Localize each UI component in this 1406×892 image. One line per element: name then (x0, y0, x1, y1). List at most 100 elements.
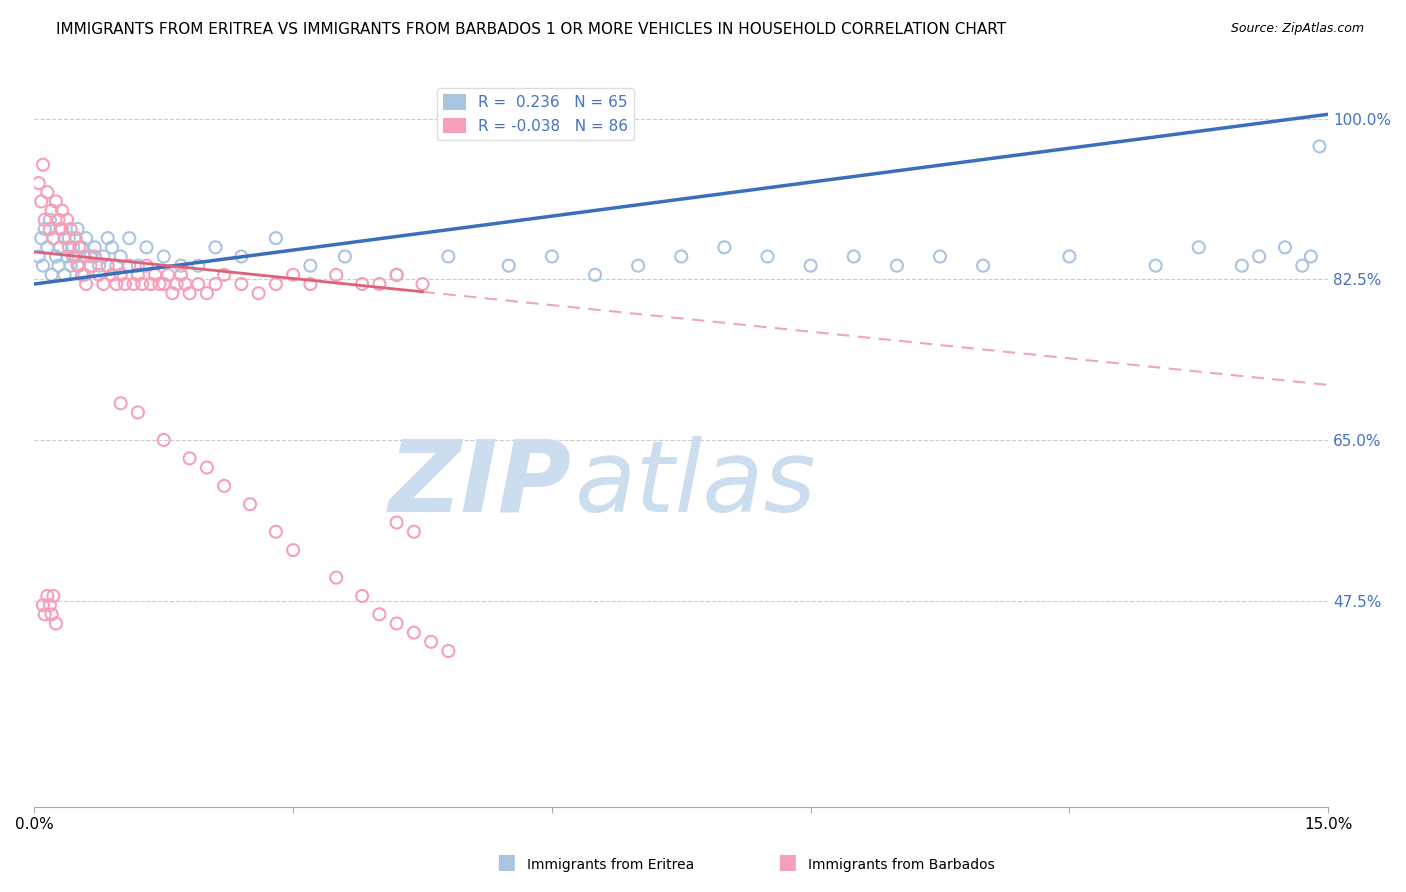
Point (135, 240, 157, 254)
Point (58, 240, 80, 254)
Point (32, 598, 55, 612)
Point (41, 607, 63, 622)
Point (56, 250, 79, 264)
Point (231, 277, 253, 291)
Point (53, 231, 76, 245)
Text: ZIP: ZIP (388, 435, 571, 533)
Point (174, 277, 197, 291)
Point (247, 286, 270, 301)
Point (110, 250, 132, 264)
Point (385, 268, 408, 282)
Point (195, 286, 218, 301)
Point (583, 268, 606, 282)
Point (93, 250, 115, 264)
Point (66, 259, 89, 273)
Point (56, 212, 79, 227)
Point (28, 176, 51, 190)
Point (671, 250, 693, 264)
Point (93, 277, 115, 291)
Point (83, 240, 105, 254)
Point (101, 268, 124, 282)
Point (87, 259, 110, 273)
Point (264, 524, 287, 539)
Point (48, 259, 70, 273)
Point (148, 277, 170, 291)
Point (75, 277, 97, 291)
Point (30, 194, 52, 209)
Point (212, 479, 235, 493)
Point (34, 212, 56, 227)
Point (368, 607, 391, 622)
Point (179, 286, 201, 301)
Point (385, 516, 408, 530)
Text: Immigrants from Barbados: Immigrants from Barbados (808, 858, 995, 872)
Point (299, 259, 322, 273)
Point (79, 259, 101, 273)
Point (37, 186, 59, 200)
Point (122, 277, 145, 291)
Point (139, 277, 162, 291)
Point (170, 268, 193, 282)
Point (352, 589, 374, 603)
Point (67, 259, 90, 273)
Point (75, 231, 97, 245)
Point (83, 250, 105, 264)
Point (204, 240, 226, 254)
Text: atlas: atlas (575, 435, 817, 533)
Point (437, 644, 460, 658)
Point (143, 268, 166, 282)
Point (118, 231, 141, 245)
Point (1308, 139, 1330, 153)
Point (498, 259, 520, 273)
Point (800, 259, 823, 273)
Point (1291, 259, 1313, 273)
Point (886, 259, 908, 273)
Point (152, 433, 174, 447)
Point (32, 259, 55, 273)
Point (204, 277, 226, 291)
Point (51, 203, 73, 218)
Point (42, 589, 65, 603)
Point (42, 231, 65, 245)
Point (402, 524, 425, 539)
Point (38, 598, 60, 612)
Point (437, 250, 460, 264)
Point (110, 268, 132, 282)
Point (842, 250, 865, 264)
Point (170, 259, 193, 273)
Point (239, 497, 262, 511)
Point (34, 222, 56, 236)
Point (38, 212, 60, 227)
Point (65, 231, 87, 245)
Point (325, 268, 347, 282)
Point (333, 250, 356, 264)
Point (135, 259, 157, 273)
Point (127, 405, 149, 419)
Point (281, 268, 304, 282)
Point (325, 571, 347, 585)
Point (32, 158, 55, 172)
Point (1299, 250, 1322, 264)
Point (66, 222, 89, 236)
Point (1188, 240, 1211, 254)
Point (1144, 259, 1167, 273)
Text: Source: ZipAtlas.com: Source: ZipAtlas.com (1230, 22, 1364, 36)
Point (45, 194, 67, 209)
Text: Immigrants from Eritrea: Immigrants from Eritrea (527, 858, 695, 872)
Point (352, 277, 374, 291)
Point (127, 259, 149, 273)
Point (187, 277, 209, 291)
Point (264, 231, 287, 245)
Point (131, 277, 153, 291)
Point (402, 625, 425, 640)
Point (412, 277, 434, 291)
Legend: R =  0.236   N = 65, R = -0.038   N = 86: R = 0.236 N = 65, R = -0.038 N = 86 (437, 88, 634, 140)
Point (101, 240, 124, 254)
Point (73, 268, 96, 282)
Point (38, 222, 60, 236)
Point (59, 259, 82, 273)
Point (97, 231, 120, 245)
Point (114, 277, 136, 291)
Point (162, 286, 184, 301)
Text: IMMIGRANTS FROM ERITREA VS IMMIGRANTS FROM BARBADOS 1 OR MORE VEHICLES IN HOUSEH: IMMIGRANTS FROM ERITREA VS IMMIGRANTS FR… (56, 22, 1007, 37)
